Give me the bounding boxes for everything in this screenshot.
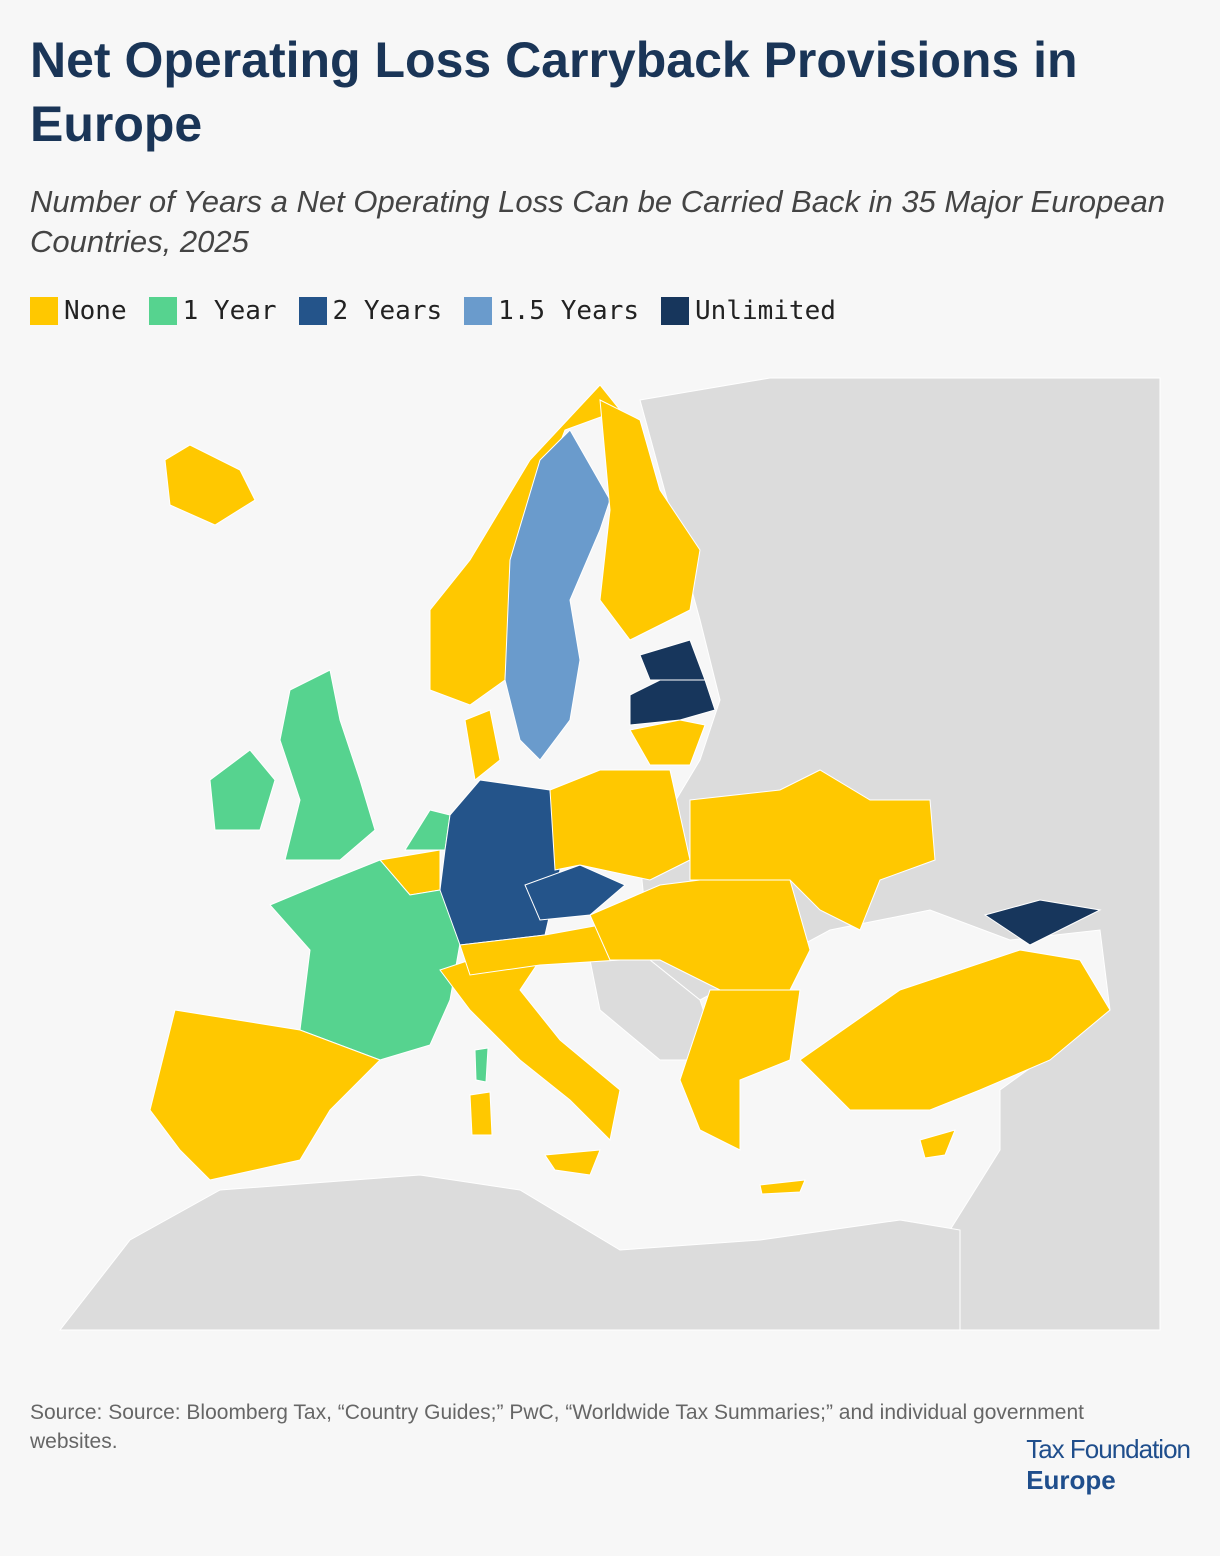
country [679,989,801,1151]
country [149,1009,381,1181]
logo-text: Tax Foundation [1026,1434,1191,1464]
legend-label: None [64,296,127,326]
legend-swatch [298,297,327,325]
legend-label: 2 Years [332,296,443,326]
legend-label: Unlimited [695,296,836,326]
country [639,639,706,681]
country [544,1149,601,1176]
country [799,949,1111,1111]
country [474,1047,489,1083]
legend-item: None [30,296,127,326]
country [589,879,811,991]
legend-item: Unlimited [661,296,836,326]
map [58,377,1161,1331]
country [689,769,936,931]
country [209,749,276,831]
country [439,949,621,1142]
legend-item: 1.5 Years [464,296,639,326]
country [164,444,256,526]
legend-label: 1.5 Years [498,296,640,326]
country [524,864,626,921]
country [269,859,466,1061]
legend-item: 2 Years [298,296,443,326]
country [629,679,716,726]
country [404,809,451,851]
legend-label: 1 Year [182,296,277,326]
country [549,769,691,881]
country [279,669,376,861]
country [464,709,501,781]
logo-text: Europe [1026,1465,1116,1495]
country [599,399,701,641]
logo: Tax Foundation Europe [1026,1434,1191,1496]
country [629,719,706,766]
country [919,1129,956,1159]
country [983,899,1102,946]
country [469,1091,493,1136]
legend-item: 1 Year [148,296,277,326]
source-note: Source: Source: Bloomberg Tax, “Country … [30,1401,1084,1453]
legend-swatch [30,297,58,325]
country [504,429,611,761]
country [759,1179,806,1195]
legend-swatch [661,297,690,325]
title: Net Operating Loss Carryback Provisions … [30,32,1078,152]
subtitle: Number of Years a Net Operating Loss Can… [30,184,1165,259]
other-land [58,1174,961,1331]
legend-swatch [148,297,177,325]
legend-swatch [464,297,493,325]
legend: None 1 Year 2 Years 1.5 Years Unlimited [30,296,836,326]
